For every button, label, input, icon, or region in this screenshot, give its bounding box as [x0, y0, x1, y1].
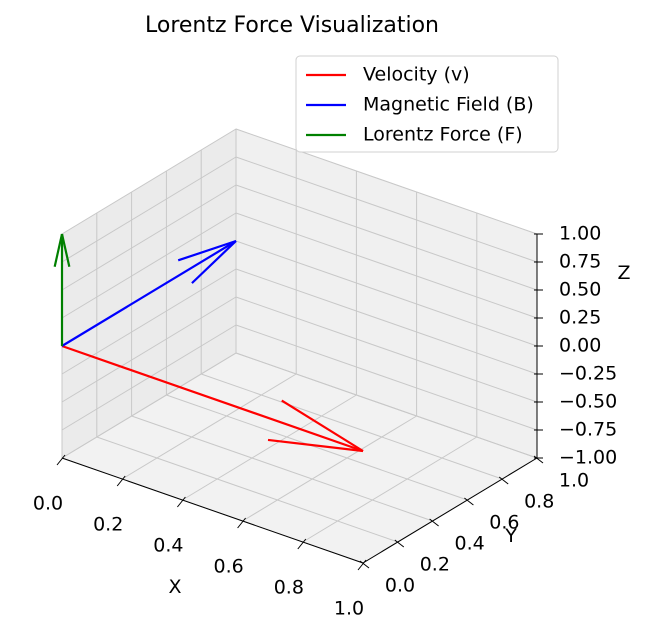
magnetic-field-b-arrow	[61, 239, 237, 347]
x-tick	[116, 475, 126, 487]
legend: Velocity (v) Magnetic Field (B) Lorentz Fo…	[295, 55, 559, 153]
left-gridline-z	[61, 212, 237, 319]
x-axis-label: X	[168, 576, 181, 598]
magnetic-field-b-head-right	[177, 239, 237, 262]
x-tick-label: 0.2	[93, 514, 123, 536]
x-tick-label: 0.8	[274, 577, 304, 599]
back-gridline-z	[235, 324, 538, 431]
z-tick-label: 0.50	[559, 279, 601, 301]
z-tick-label: −0.50	[559, 391, 617, 413]
y-tick	[464, 497, 474, 506]
x-tick-label: 0.6	[213, 556, 243, 578]
x-tick-label: 1.0	[334, 598, 364, 620]
x-tick	[357, 559, 367, 571]
floor-gridline-x	[121, 373, 297, 480]
y-tick	[533, 455, 544, 464]
z-tick-label: 0.75	[559, 251, 601, 273]
y-tick-label: 0.2	[420, 554, 450, 576]
left-gridline-z	[61, 352, 237, 459]
magnetic-field-b-shaft	[61, 240, 237, 347]
tick-labels: 0.00.20.40.60.81.00.00.20.40.60.81.0−1.0…	[33, 223, 617, 620]
lorentz-force-f-head-left	[60, 233, 71, 268]
left-gridline-z	[61, 296, 237, 403]
velocity-v-head-left	[267, 438, 364, 453]
floor-gridline-y	[131, 415, 433, 522]
x-axis-line	[61, 457, 364, 564]
y-tick-label: 0.4	[454, 533, 484, 555]
z-tick-label: −0.75	[559, 419, 617, 441]
x-tick-label: 0.0	[33, 493, 63, 515]
lorentz-force-f-arrow	[53, 233, 71, 346]
floor-gridline-y	[201, 373, 503, 480]
left-gridline-z	[61, 184, 237, 291]
vector-arrows	[53, 233, 364, 453]
x-tick	[56, 454, 66, 466]
axes-panes	[60, 128, 539, 564]
x-tick	[237, 517, 246, 529]
y-tick	[394, 539, 405, 548]
chart-title: Lorentz Force Visualization	[145, 13, 439, 38]
y-tick	[498, 476, 509, 485]
left-gridline-z	[61, 156, 237, 263]
floor-gridline-x	[242, 415, 417, 522]
x-tick-label: 0.4	[153, 535, 183, 557]
magnetic-field-b-head-left	[191, 240, 237, 284]
x-tick	[177, 496, 186, 508]
back-gridline-z	[235, 296, 538, 403]
y-tick-label: 0.8	[524, 491, 554, 513]
back-gridline-z	[235, 156, 538, 263]
floor-gridline-x	[182, 394, 357, 501]
back-gridline-z	[235, 240, 538, 347]
legend-frame	[295, 55, 559, 153]
y-axis-line	[362, 457, 538, 564]
floor-gridline-y	[166, 394, 468, 501]
y-axis-label: Y	[504, 525, 517, 547]
lorentz-force-f-head-right	[53, 233, 64, 268]
z-tick-label: 0.25	[559, 307, 601, 329]
velocity-v-head-right	[281, 399, 364, 452]
z-axis-label: Z	[617, 262, 630, 284]
back-gridline-z	[235, 184, 538, 291]
tick-marks	[56, 233, 544, 571]
z-tick-label: 0.00	[559, 335, 601, 357]
floor-gridline-y	[96, 436, 398, 543]
legend-label: Lorentz Force (F)	[363, 124, 523, 146]
left-gridline-z	[61, 128, 237, 235]
back-gridline-z	[235, 212, 538, 319]
back-gridline-z	[235, 128, 538, 235]
z-tick-label: −0.25	[559, 363, 617, 385]
z-tick-label: −1.00	[559, 447, 617, 469]
velocity-v-shaft	[61, 344, 364, 453]
x-tick	[297, 538, 307, 550]
legend-label: Magnetic Field (B)	[363, 94, 534, 116]
legend-label: Velocity (v)	[363, 64, 470, 86]
back-gridline-z	[235, 352, 538, 459]
y-tick-label: 0.0	[385, 575, 415, 597]
z-tick-label: 1.00	[559, 223, 601, 245]
floor-gridline-x	[302, 436, 478, 543]
y-tick-label: 1.0	[559, 470, 589, 492]
back-gridline-z	[235, 268, 538, 375]
y-tick	[429, 518, 439, 527]
y-tick	[359, 560, 370, 569]
velocity-v-arrow	[61, 344, 364, 453]
y-tick-label: 0.6	[489, 512, 519, 534]
